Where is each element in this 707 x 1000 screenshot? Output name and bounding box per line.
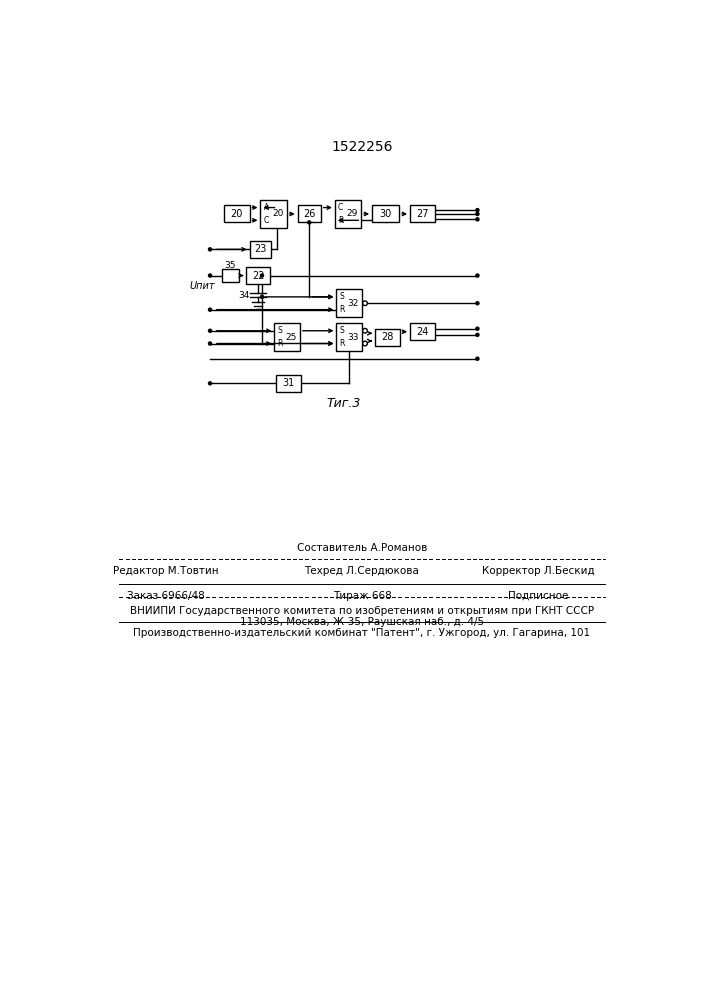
Bar (260, 200, 287, 228)
Circle shape (476, 274, 479, 277)
Text: 27: 27 (416, 209, 428, 219)
Text: 28: 28 (381, 332, 394, 342)
Text: C: C (264, 216, 269, 225)
Bar (298, 205, 321, 222)
Bar (372, 205, 399, 222)
Text: 113035, Москва, Ж-35, Раушская наб., д. 4/5: 113035, Москва, Ж-35, Раушская наб., д. … (240, 617, 484, 627)
Text: 32: 32 (347, 299, 358, 308)
Circle shape (260, 274, 264, 277)
Text: 20: 20 (272, 209, 284, 218)
Text: 22: 22 (252, 271, 264, 281)
Bar (222, 269, 239, 282)
Bar (337, 323, 362, 351)
Circle shape (363, 328, 368, 333)
Text: C: C (338, 203, 343, 212)
Text: R: R (338, 216, 344, 225)
Circle shape (476, 333, 479, 336)
Text: Корректор Л.Бескид: Корректор Л.Бескид (481, 566, 594, 576)
Circle shape (476, 209, 479, 212)
Text: 30: 30 (380, 209, 392, 219)
Text: A: A (264, 203, 269, 212)
Text: Производственно-издательский комбинат "Патент", г. Ужгород, ул. Гагарина, 101: Производственно-издательский комбинат "П… (134, 628, 590, 638)
Circle shape (209, 274, 211, 277)
Bar (274, 323, 300, 351)
Bar (410, 323, 435, 340)
Text: 26: 26 (303, 209, 315, 219)
Text: 23: 23 (255, 244, 267, 254)
Bar (337, 289, 362, 317)
Text: Uпит: Uпит (189, 281, 215, 291)
Circle shape (476, 357, 479, 360)
Bar (335, 200, 361, 228)
Bar (250, 241, 271, 258)
Text: Тираж 668: Тираж 668 (332, 591, 392, 601)
Text: ВНИИПИ Государственного комитета по изобретениям и открытиям при ГКНТ СССР: ВНИИПИ Государственного комитета по изоб… (130, 606, 594, 616)
Text: 33: 33 (347, 333, 358, 342)
Circle shape (209, 329, 211, 332)
Text: R: R (277, 339, 283, 348)
Text: S: S (339, 292, 344, 301)
Text: Составитель А.Романов: Составитель А.Романов (297, 543, 427, 553)
Bar (375, 329, 400, 346)
Circle shape (209, 342, 211, 345)
Text: 31: 31 (282, 378, 294, 388)
Circle shape (476, 327, 479, 330)
Bar (410, 205, 435, 222)
Circle shape (209, 248, 211, 251)
Text: 1522256: 1522256 (331, 140, 392, 154)
Text: 35: 35 (224, 261, 236, 270)
Bar (224, 205, 250, 222)
Circle shape (476, 218, 479, 221)
Text: R: R (339, 339, 345, 348)
Text: 34: 34 (238, 291, 250, 300)
Text: 24: 24 (416, 327, 428, 337)
Circle shape (363, 341, 368, 346)
Circle shape (209, 382, 211, 385)
Circle shape (209, 308, 211, 311)
Text: 25: 25 (286, 333, 297, 342)
Text: 20: 20 (230, 209, 243, 219)
Circle shape (476, 302, 479, 305)
Circle shape (363, 301, 368, 306)
Text: S: S (339, 326, 344, 335)
Text: Техред Л.Сердюкова: Техред Л.Сердюкова (305, 566, 419, 576)
Text: Заказ 6966/48: Заказ 6966/48 (127, 591, 205, 601)
Text: 29: 29 (346, 209, 358, 218)
Bar (247, 267, 270, 284)
Circle shape (476, 212, 479, 215)
Text: Подписное: Подписное (508, 591, 568, 601)
Text: S: S (277, 326, 282, 335)
Text: Редактор М.Товтин: Редактор М.Товтин (113, 566, 218, 576)
Text: R: R (339, 305, 345, 314)
Circle shape (308, 221, 311, 224)
Bar (276, 375, 300, 392)
Text: Τиг.3: Τиг.3 (327, 397, 361, 410)
Circle shape (260, 295, 264, 298)
